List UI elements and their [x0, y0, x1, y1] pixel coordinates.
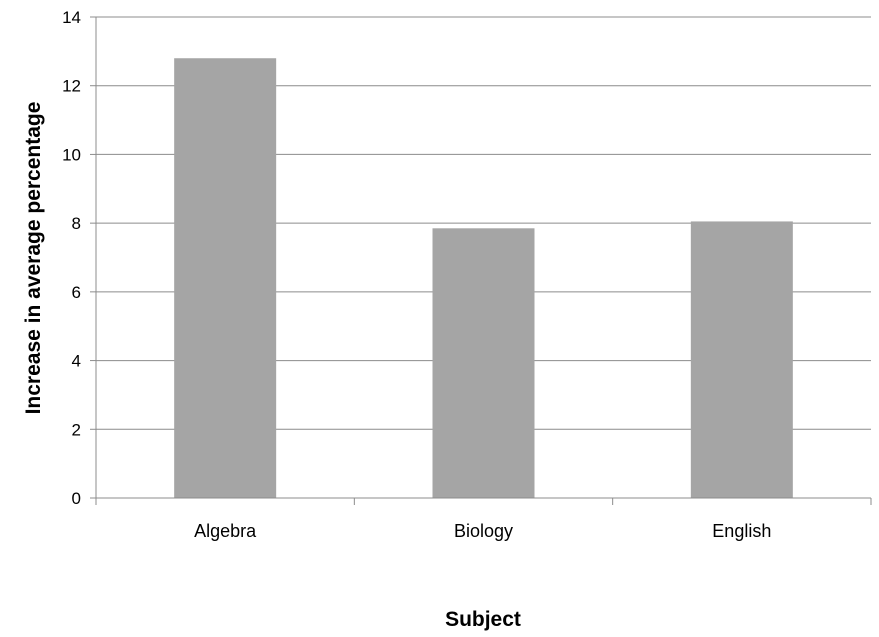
bar-biology [432, 228, 535, 498]
tick-labels: 0 2 4 6 8 10 12 14 Algebra Biology English [62, 8, 771, 541]
x-tick-label: English [712, 521, 771, 541]
y-tick-label: 8 [72, 214, 81, 233]
bar-english [690, 221, 793, 499]
y-tick-label: 2 [72, 420, 81, 439]
y-tick-label: 14 [62, 8, 81, 27]
x-axis-title: Subject [445, 608, 521, 631]
x-tick-label: Biology [454, 521, 513, 541]
y-tick-label: 0 [72, 489, 81, 508]
bar-algebra [174, 58, 277, 498]
x-tick-label: Algebra [194, 521, 257, 541]
axes [90, 16, 872, 505]
bars [174, 58, 793, 499]
y-tick-label: 10 [62, 145, 81, 164]
y-axis-title: Increase in average percentage [22, 102, 45, 415]
y-tick-label: 12 [62, 77, 81, 96]
y-tick-label: 6 [72, 283, 81, 302]
y-tick-label: 4 [72, 352, 81, 371]
